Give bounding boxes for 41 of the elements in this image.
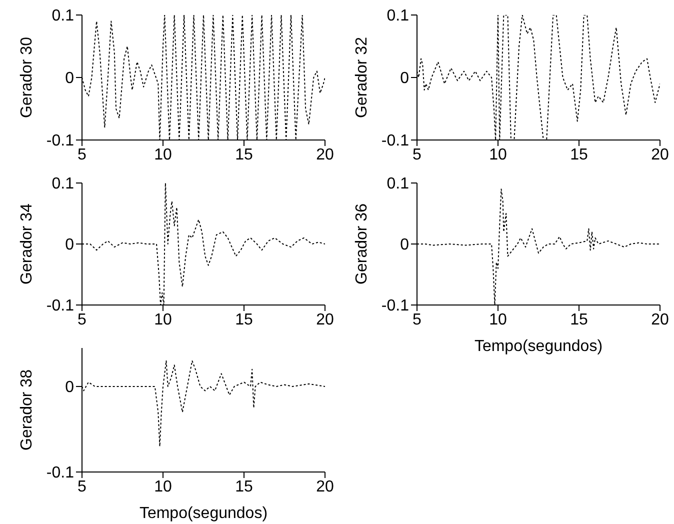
y-tick-label: 0.1 bbox=[386, 176, 410, 193]
x-tick-label: 15 bbox=[235, 478, 253, 496]
y-axis-title: Gerador 38 bbox=[18, 369, 36, 450]
x-tick-label: 20 bbox=[316, 146, 334, 164]
x-tick-label: 20 bbox=[651, 311, 669, 328]
x-tick-label: 20 bbox=[316, 311, 334, 328]
x-tick-label: 20 bbox=[316, 478, 334, 496]
y-tick-label: 0 bbox=[400, 236, 410, 254]
y-tick-label: 0 bbox=[65, 379, 74, 396]
x-tick-label: 10 bbox=[154, 311, 172, 328]
y-tick-label: -0.1 bbox=[46, 132, 74, 150]
y-tick-label: -0.1 bbox=[381, 132, 410, 150]
x-tick-label: 15 bbox=[235, 146, 253, 164]
y-tick-label: 0.1 bbox=[386, 8, 410, 25]
x-tick-label: 5 bbox=[78, 478, 87, 496]
y-tick-label: 0 bbox=[400, 70, 410, 88]
x-axis-title: Tempo(segundos) bbox=[139, 505, 268, 522]
x-tick-label: 5 bbox=[412, 146, 422, 164]
x-axis-title: Tempo(segundos) bbox=[474, 338, 603, 355]
x-tick-label: 10 bbox=[154, 478, 172, 496]
y-tick-label: 0 bbox=[65, 236, 74, 254]
x-tick-label: 15 bbox=[570, 146, 588, 164]
x-tick-label: 5 bbox=[412, 311, 422, 328]
x-tick-label: 15 bbox=[235, 311, 253, 328]
x-tick-label: 20 bbox=[651, 146, 669, 164]
y-tick-label: 0 bbox=[65, 70, 74, 88]
y-axis-title: Gerador 32 bbox=[354, 36, 371, 118]
x-tick-label: 10 bbox=[489, 146, 507, 164]
y-axis-title: Gerador 34 bbox=[18, 203, 36, 284]
y-tick-label: -0.1 bbox=[381, 298, 410, 315]
x-tick-label: 5 bbox=[78, 311, 87, 328]
y-axis-title: Gerador 36 bbox=[354, 203, 371, 284]
x-tick-label: 5 bbox=[78, 146, 87, 164]
y-tick-label: 0.1 bbox=[52, 176, 74, 193]
y-tick-label: -0.1 bbox=[46, 464, 74, 482]
y-axis-title: Gerador 30 bbox=[18, 36, 36, 118]
x-tick-label: 10 bbox=[154, 146, 172, 164]
x-tick-label: 10 bbox=[489, 311, 507, 328]
y-tick-label: 0.1 bbox=[52, 8, 74, 25]
y-tick-label: -0.1 bbox=[46, 298, 74, 315]
x-tick-label: 15 bbox=[570, 311, 588, 328]
